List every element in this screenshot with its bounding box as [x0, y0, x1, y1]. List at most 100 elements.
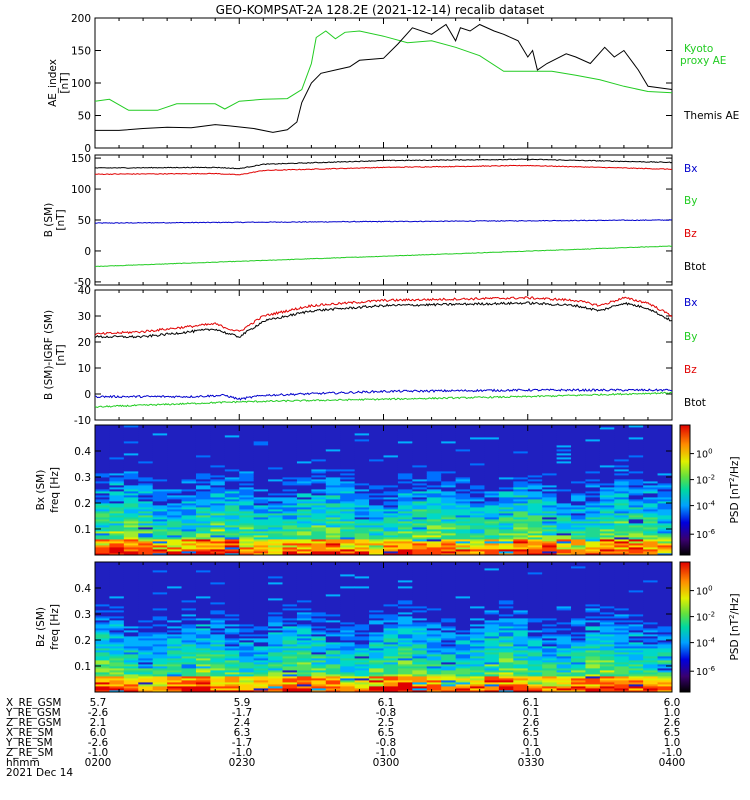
spectrogram-cell: [397, 686, 413, 689]
spectrogram-cell: [542, 455, 557, 458]
spectrogram-cell: [383, 688, 399, 691]
spectrogram-cell: [542, 511, 557, 514]
spectrogram-cell: [527, 489, 543, 492]
spectrogram-cell: [181, 537, 197, 540]
spectrogram-cell: [628, 525, 644, 528]
spectrogram-cell: [657, 511, 673, 514]
spectrogram-cell: [513, 519, 529, 522]
spectrogram-cell: [138, 517, 154, 520]
spectrogram-cell: [152, 501, 168, 504]
spectrogram-cell: [325, 562, 341, 565]
spectrogram-cell: [426, 427, 442, 430]
spectrogram-cell: [210, 485, 226, 488]
spectrogram-cell: [599, 529, 615, 532]
spectrogram-cell: [123, 485, 139, 488]
spectrogram-cell: [354, 489, 370, 492]
spectrogram-cell: [498, 437, 514, 440]
spectrogram-cell: [195, 507, 211, 510]
spectrogram-cell: [282, 596, 298, 599]
spectrogram-cell: [571, 481, 586, 484]
spectrogram-cell: [253, 600, 269, 603]
spectrogram-cell: [152, 682, 168, 685]
spectrogram-cell: [556, 630, 572, 633]
spectrogram-cell: [397, 487, 413, 490]
spectrogram-cell: [397, 503, 413, 506]
spectrogram-cell: [455, 433, 471, 436]
spectrogram-cell: [181, 539, 197, 542]
spectrogram-cell: [383, 674, 399, 677]
spectrogram-cell: [109, 431, 125, 434]
spectrogram-cell: [311, 491, 327, 494]
spectrogram-cell: [152, 660, 168, 663]
spectrogram-cell: [412, 499, 428, 502]
spectrogram-cell: [325, 670, 341, 673]
spectrogram-cell: [527, 541, 543, 544]
spectrogram-cell: [470, 576, 485, 579]
spectrogram-cell: [455, 497, 471, 500]
spectrogram-cell: [167, 453, 182, 456]
spectrogram-cell: [152, 467, 168, 470]
spectrogram-cell: [397, 680, 413, 683]
spectrogram-cell: [470, 521, 485, 524]
spectrogram-cell: [470, 461, 485, 464]
bx-colorbar-label-sup: 2: [728, 477, 736, 481]
spectrogram-cell: [542, 437, 557, 440]
spectrogram-cell: [643, 501, 658, 504]
spectrogram-cell: [470, 688, 485, 691]
spectrogram-cell: [470, 676, 485, 679]
spectrogram-cell: [470, 425, 485, 428]
spectrogram-cell: [138, 624, 154, 627]
spectrogram-cell: [296, 469, 312, 472]
spectrogram-cell: [643, 511, 658, 514]
spectrogram-cell: [599, 535, 615, 538]
spectrogram-cell: [354, 662, 370, 665]
spectrogram-cell: [340, 449, 356, 452]
spectrogram-cell: [455, 662, 471, 665]
spectrogram-cell: [253, 612, 269, 615]
spectrogram-cell: [95, 642, 110, 645]
spectrogram-cell: [340, 521, 356, 524]
spectrogram-cell: [167, 431, 182, 434]
spectrogram-cell: [224, 652, 240, 655]
spectrogram-cell: [556, 479, 572, 482]
spectrogram-cell: [441, 648, 457, 651]
spectrogram-cell: [426, 477, 442, 480]
spectrogram-cell: [95, 684, 110, 687]
spectrogram-cell: [311, 664, 327, 667]
spectrogram-cell: [527, 445, 543, 448]
spectrogram-cell: [109, 568, 125, 571]
spectrogram-cell: [167, 636, 182, 639]
spectrogram-cell: [369, 473, 384, 476]
spectrogram-cell: [441, 539, 457, 542]
spectrogram-cell: [354, 596, 370, 599]
spectrogram-cell: [152, 576, 168, 579]
spectrogram-cell: [513, 431, 529, 434]
y-tick-label: 0.4: [74, 446, 91, 458]
spectrogram-cell: [383, 447, 399, 450]
spectrogram-cell: [470, 437, 485, 440]
spectrogram-cell: [628, 509, 644, 512]
spectrogram-cell: [484, 527, 500, 530]
spectrogram-cell: [311, 648, 327, 651]
spectrogram-cell: [426, 433, 442, 436]
spectrogram-cell: [296, 507, 312, 510]
spectrogram-cell: [354, 640, 370, 643]
spectrogram-cell: [571, 656, 586, 659]
spectrogram-cell: [239, 501, 255, 504]
spectrogram-cell: [239, 644, 255, 647]
spectrogram-cell: [224, 676, 240, 679]
spectrogram-cell: [354, 543, 370, 546]
spectrogram-cell: [614, 537, 630, 540]
spectrogram-cell: [585, 606, 601, 609]
spectrogram-cell: [354, 467, 370, 470]
spectrogram-cell: [571, 594, 586, 597]
spectrogram-cell: [340, 564, 356, 567]
spectrogram-cell: [311, 626, 327, 629]
spectrogram-cell: [513, 541, 529, 544]
spectrogram-cell: [95, 562, 110, 565]
spectrogram-cell: [268, 598, 283, 601]
spectrogram-cell: [311, 656, 327, 659]
spectrogram-cell: [369, 547, 384, 550]
spectrogram-cell: [167, 596, 182, 599]
